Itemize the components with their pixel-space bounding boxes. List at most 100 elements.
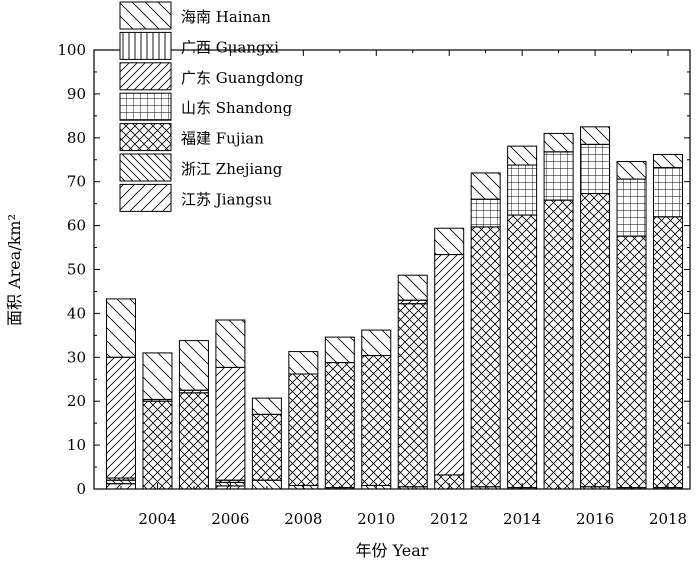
legend-entry-2: 广东 Guangdong	[119, 62, 304, 91]
bar-segment-2004-2	[142, 400, 173, 490]
bar-segment-2015-6	[543, 132, 574, 153]
legend-entry-3: 山东 Shandong	[119, 92, 293, 121]
bar-segment-2003-4	[106, 356, 136, 479]
y-tick-label-90: 90	[67, 85, 86, 103]
bar-segment-2010-2	[361, 355, 392, 486]
y-tick-label-50: 50	[67, 261, 86, 279]
legend-swatch-3	[119, 92, 172, 121]
bars-layer	[106, 126, 683, 490]
bar-segment-2012-6	[434, 227, 465, 256]
bar-segment-2011-6	[397, 274, 428, 301]
bar-segment-2014-3	[507, 164, 538, 216]
y-tick-label-80: 80	[67, 129, 86, 147]
bar-segment-2007-2	[251, 413, 282, 481]
legend-label-4: 福建 Fujian	[181, 130, 264, 148]
bar-segment-2017-2	[616, 235, 647, 489]
x-tick-label-2004: 2004	[138, 510, 176, 528]
legend-swatch-6	[119, 183, 172, 212]
bar-stack-2013	[470, 172, 501, 490]
bar-segment-2018-6	[653, 153, 683, 169]
bar-segment-2017-3	[616, 178, 647, 237]
bar-stack-2005	[178, 340, 209, 490]
bar-segment-2009-6	[324, 336, 355, 364]
bar-segment-2008-2	[288, 373, 319, 486]
bar-segment-2006-4	[215, 366, 246, 481]
bar-segment-2018-2	[653, 216, 683, 489]
bar-segment-2012-4	[434, 254, 465, 476]
legend-entry-6: 江苏 Jiangsu	[119, 183, 272, 212]
bar-segment-2013-2	[470, 226, 501, 488]
bar-stack-2015	[543, 132, 574, 490]
bar-stack-2004	[142, 352, 173, 490]
x-tick-label-2008: 2008	[284, 510, 322, 528]
x-tick-label-2018: 2018	[649, 510, 687, 528]
bar-segment-2013-6	[470, 172, 501, 200]
legend-entry-5: 浙江 Zhejiang	[119, 153, 283, 182]
axes-layer: 0 10 20 30 40 50 60 70 80 90 100 2004 2006 2008 2010 20…	[57, 41, 691, 528]
x-tick-label-2010: 2010	[357, 510, 395, 528]
bar-segment-2003-1	[106, 479, 136, 485]
bar-stack-2008	[288, 351, 319, 490]
x-axis-title: 年份 Year	[356, 541, 429, 560]
bar-segment-2006-6	[215, 319, 246, 368]
y-tick-label-0: 0	[76, 480, 86, 498]
bar-segment-2010-6	[361, 329, 392, 357]
bar-stack-2003	[106, 298, 136, 490]
x-tick-label-2014: 2014	[503, 510, 541, 528]
legend-label-1: 广西 Guangxi	[181, 38, 279, 56]
bar-stack-2007	[251, 397, 282, 490]
bar-stack-2011	[397, 274, 428, 490]
legend-swatch-5	[119, 153, 172, 182]
bar-stack-2016	[580, 126, 611, 490]
bar-stack-2009	[324, 336, 355, 490]
bar-segment-2004-6	[142, 352, 173, 400]
bar-stack-2010	[361, 329, 392, 490]
bar-segment-2011-4	[397, 299, 428, 305]
y-tick-label-70: 70	[67, 173, 86, 191]
bar-segment-2016-6	[580, 126, 611, 145]
legend-label-3: 山东 Shandong	[181, 99, 293, 117]
x-tick-label-2016: 2016	[576, 510, 614, 528]
bar-segment-2016-2	[580, 193, 611, 488]
legend-swatch-4	[119, 123, 172, 152]
bar-segment-2005-2	[178, 392, 209, 490]
bar-segment-2017-6	[616, 161, 647, 180]
bar-segment-2007-6	[251, 397, 282, 415]
y-tick-label-40: 40	[67, 304, 86, 322]
y-tick-label-60: 60	[67, 217, 86, 235]
y-tick-label-30: 30	[67, 348, 86, 366]
legend-entry-4: 福建 Fujian	[119, 123, 264, 152]
y-axis-title: 面积 Area/km²	[5, 214, 24, 326]
y-tick-label-10: 10	[67, 436, 86, 454]
x-tick-label-2006: 2006	[211, 510, 249, 528]
bar-stack-2006	[215, 319, 246, 490]
y-tick-label-100: 100	[57, 41, 86, 59]
legend-swatch-1	[119, 31, 172, 60]
legend-entry-1: 广西 Guangxi	[119, 31, 279, 60]
legend-swatch-2	[119, 62, 172, 91]
legend-entry-0: 海南 Hainan	[119, 1, 271, 30]
bar-stack-2017	[616, 161, 647, 490]
bar-stack-2018	[653, 153, 683, 490]
bar-stack-2014	[507, 145, 538, 490]
bar-segment-2018-3	[653, 167, 683, 218]
legend-label-6: 江苏 Jiangsu	[181, 190, 272, 208]
bar-segment-2013-3	[470, 198, 501, 228]
x-tick-label-2012: 2012	[430, 510, 468, 528]
bar-segment-2011-2	[397, 303, 428, 488]
legend-label-0: 海南 Hainan	[181, 8, 271, 26]
bar-segment-2014-6	[507, 145, 538, 166]
bar-segment-2015-2	[543, 199, 574, 490]
legend: 海南 Hainan 广西 Guangxi 广东 Guangdong 山东 Shando…	[119, 1, 304, 212]
bar-stack-2012	[434, 227, 465, 490]
y-tick-label-20: 20	[67, 392, 86, 410]
bar-segment-2008-6	[288, 351, 319, 375]
bar-segment-2014-2	[507, 214, 538, 489]
bar-segment-2005-6	[178, 340, 209, 391]
bar-segment-2015-3	[543, 151, 574, 201]
legend-swatch-0	[119, 1, 172, 30]
legend-label-5: 浙江 Zhejiang	[181, 160, 283, 178]
bar-segment-2003-6	[106, 298, 136, 358]
